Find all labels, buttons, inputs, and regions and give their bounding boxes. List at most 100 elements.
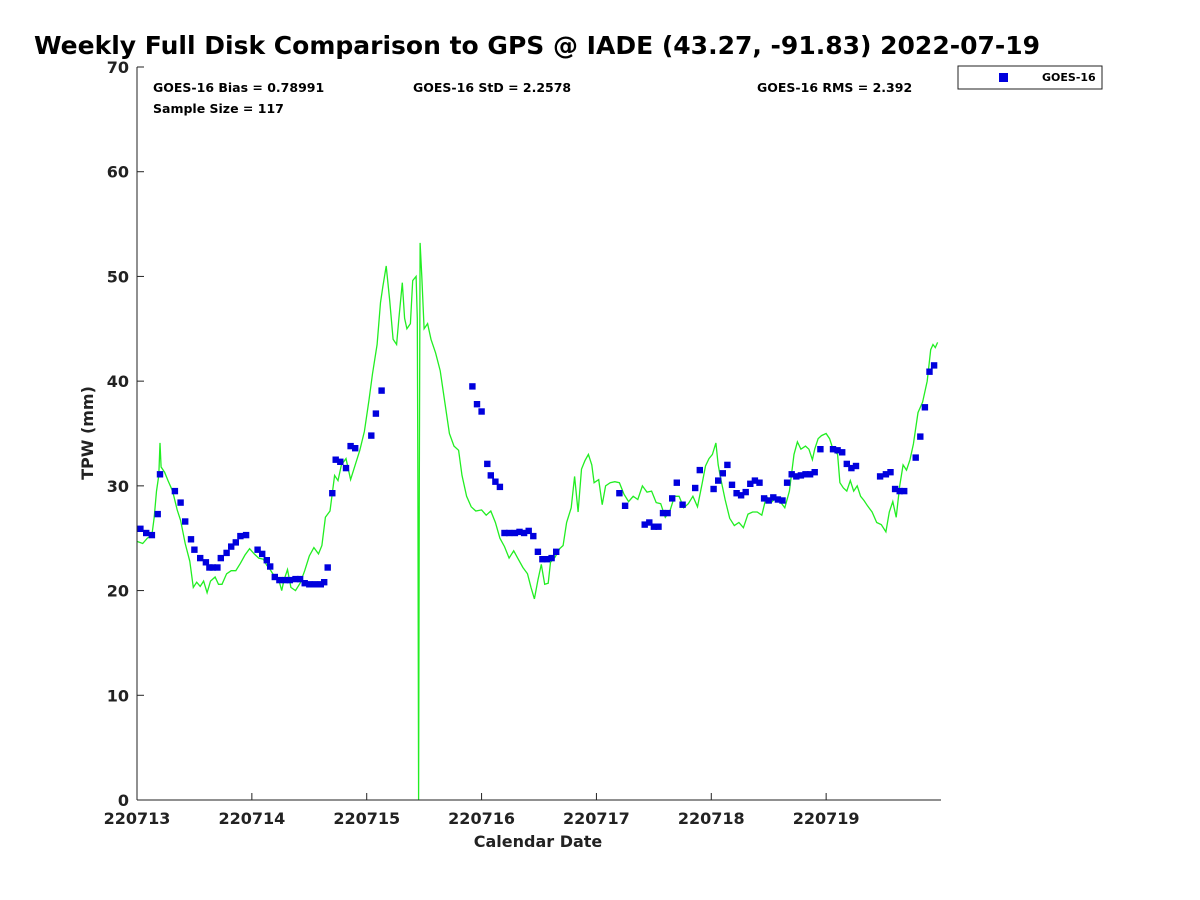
goes-point xyxy=(621,502,629,509)
x-tick-label: 220718 xyxy=(678,809,745,828)
goes-point xyxy=(811,469,818,476)
y-tick-label: 20 xyxy=(107,582,129,601)
gps-line xyxy=(136,242,939,801)
y-tick-label: 30 xyxy=(107,477,129,496)
y-axis-label: TPW (mm) xyxy=(78,386,97,480)
y-tick-label: 50 xyxy=(107,267,129,286)
goes-point xyxy=(296,575,304,583)
x-tick-label: 220719 xyxy=(793,809,860,828)
goes-point xyxy=(650,523,658,530)
goes-point xyxy=(765,497,772,504)
goes-point xyxy=(242,531,250,539)
goes-point xyxy=(156,471,164,478)
goes-point xyxy=(770,494,777,501)
goes-point xyxy=(876,473,884,480)
goes-point xyxy=(217,554,224,562)
goes-point xyxy=(715,477,722,484)
goes-point xyxy=(209,564,216,571)
x-tick-label: 220717 xyxy=(563,809,630,828)
goes-point xyxy=(501,529,508,537)
goes-point xyxy=(679,501,686,508)
goes-point xyxy=(511,529,519,537)
y-tick-label: 70 xyxy=(107,58,129,77)
goes-point xyxy=(329,490,336,497)
goes-point xyxy=(737,492,745,499)
goes-point xyxy=(539,556,546,563)
x-tick-label: 220715 xyxy=(333,809,400,828)
goes-point xyxy=(177,499,184,506)
x-tick-label: 220716 xyxy=(448,809,515,828)
goes-point xyxy=(478,408,485,415)
goes-point xyxy=(760,495,768,502)
goes-point xyxy=(197,554,204,562)
std-stat: GOES-16 StD = 2.2578 xyxy=(413,80,571,95)
goes-point xyxy=(487,472,494,479)
goes-point xyxy=(484,460,491,468)
goes-point xyxy=(692,484,699,492)
legend-marker-goes xyxy=(999,73,1008,82)
goes-point xyxy=(669,495,676,502)
goes-point xyxy=(543,556,551,563)
x-tick-label: 220714 xyxy=(218,809,285,828)
goes-point xyxy=(673,479,680,486)
goes-point xyxy=(912,454,919,461)
goes-point xyxy=(887,469,894,476)
goes-point xyxy=(148,531,156,539)
goes-point xyxy=(525,527,532,535)
goes-point xyxy=(228,543,235,550)
goes-point xyxy=(710,485,717,493)
goes-point xyxy=(534,548,542,555)
y-tick-label: 0 xyxy=(118,791,129,810)
goes-point xyxy=(728,481,736,488)
legend-label-goes: GOES-16 xyxy=(1042,71,1096,84)
goes-point xyxy=(321,579,328,586)
goes-point xyxy=(646,519,653,526)
goes-point xyxy=(797,472,805,479)
goes-point xyxy=(516,528,523,536)
goes-point xyxy=(306,581,313,588)
goes-point xyxy=(829,446,837,453)
goes-point xyxy=(492,478,499,485)
goes-point xyxy=(301,580,308,587)
goes-point xyxy=(324,564,331,571)
y-tick-label: 40 xyxy=(107,372,129,391)
goes-point xyxy=(751,477,759,484)
goes-point xyxy=(747,480,754,487)
goes-point xyxy=(616,490,623,497)
goes-point xyxy=(282,576,289,584)
goes-point xyxy=(917,433,924,440)
x-tick-label: 220713 xyxy=(104,809,171,828)
goes-point xyxy=(930,362,938,369)
rms-stat: GOES-16 RMS = 2.392 xyxy=(757,80,912,95)
goes-point xyxy=(473,401,481,408)
goes-point xyxy=(921,404,929,411)
bias-stat: GOES-16 Bias = 0.78991 xyxy=(153,80,324,95)
goes-point xyxy=(659,509,667,517)
goes-point xyxy=(137,525,144,532)
y-tick-label: 60 xyxy=(107,163,129,182)
goes-point xyxy=(214,564,221,571)
goes-point xyxy=(664,509,671,517)
goes-point xyxy=(187,536,195,543)
chart-title: Weekly Full Disk Comparison to GPS @ IAD… xyxy=(34,31,1040,60)
x-axis-label: Calendar Date xyxy=(474,832,603,851)
goes-point xyxy=(641,521,648,528)
goes-point xyxy=(848,464,855,472)
goes-point xyxy=(237,532,244,540)
sample-size-stat: Sample Size = 117 xyxy=(153,101,284,116)
goes-point xyxy=(788,471,795,478)
goes-point xyxy=(254,546,261,553)
goes-point xyxy=(742,488,749,496)
goes-point xyxy=(733,490,740,497)
goes-point xyxy=(171,487,179,495)
goes-point xyxy=(696,466,703,474)
goes-point xyxy=(469,383,476,390)
goes-point xyxy=(839,449,846,456)
y-tick-label: 10 xyxy=(107,686,129,705)
goes-point xyxy=(191,546,198,553)
goes-point xyxy=(378,387,385,394)
goes-point xyxy=(724,461,731,469)
goes-point xyxy=(891,485,899,493)
goes-point xyxy=(655,523,662,530)
legend-box xyxy=(957,65,1103,90)
